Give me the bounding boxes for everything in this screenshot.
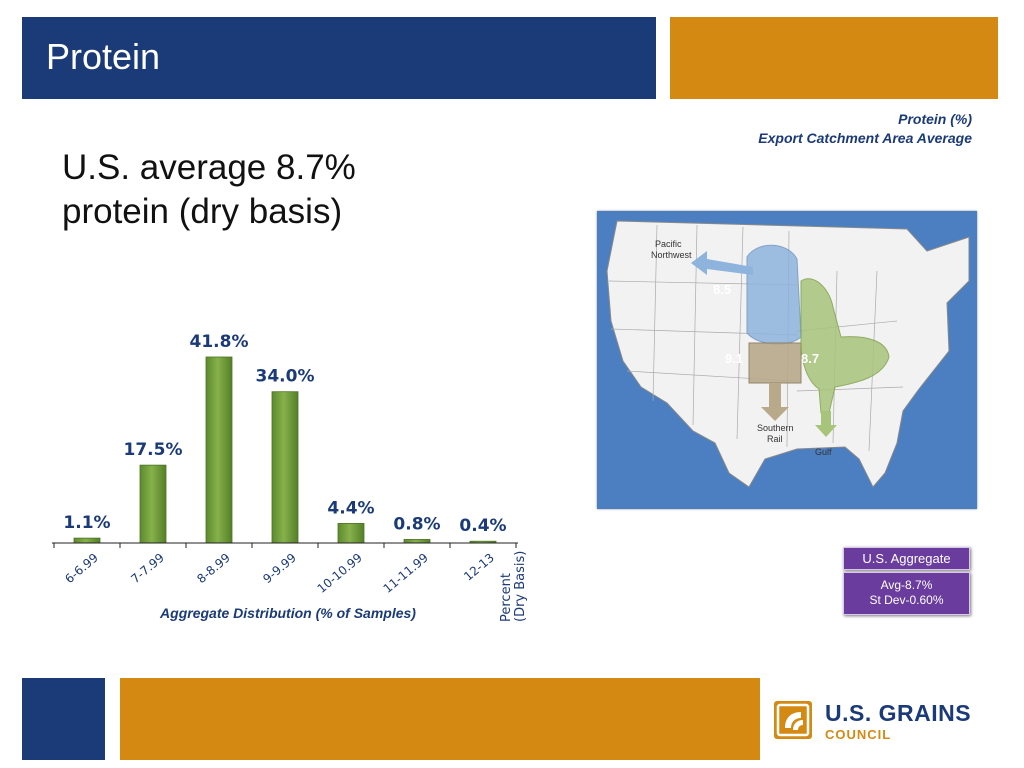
grains-council-logo-icon [774, 701, 812, 739]
value-label-11-11.99: 0.8% [393, 514, 440, 534]
value-label-12-13: 0.4% [459, 516, 506, 536]
x-axis-ticks: 6-6.99 7-7.99 8-8.99 9-9.99 10-10.99 11-11.99… [53, 543, 517, 596]
headline-line2: protein (dry basis) [62, 192, 343, 231]
bar-6-6.99 [73, 537, 101, 544]
bar-group: 1.1% 17.5% 41.8% 34.0% 4.4% 0.8% 0.4% [63, 332, 507, 544]
bottom-gold-bar [120, 678, 760, 760]
logo-text-sub: COUNCIL [825, 727, 892, 742]
tick-label-7-7.99: 7-7.99 [128, 551, 167, 587]
logo-text-main: U.S. GRAINS [825, 700, 972, 726]
tick-label-9-9.99: 9-9.99 [260, 551, 299, 587]
map-caption: Protein (%) Export Catchment Area Averag… [758, 110, 972, 148]
tick-label-8-8.99: 8-8.99 [194, 551, 233, 587]
headline-line1: U.S. average 8.7% [62, 148, 356, 187]
bottom-blue-block [22, 678, 105, 760]
gulf-catchment [800, 278, 890, 414]
bar-11-11.99 [403, 539, 431, 544]
aggregate-box: U.S. Aggregate Avg-8.7% St Dev-0.60% [843, 547, 970, 615]
value-label-8-8.99: 41.8% [190, 332, 249, 352]
aggregate-stats: Avg-8.7% St Dev-0.60% [843, 572, 970, 615]
map-caption-line1: Protein (%) [898, 111, 972, 127]
map-caption-line2: Export Catchment Area Average [758, 130, 972, 146]
bar-7-7.99 [139, 464, 167, 544]
rail-value: 9.1 [725, 351, 743, 366]
rail-label-line2: Rail [767, 434, 783, 444]
gulf-arrow [815, 411, 837, 437]
bar-9-9.99 [271, 391, 299, 544]
top-accent-bar [670, 17, 998, 99]
headline: U.S. average 8.7% protein (dry basis) [62, 146, 356, 234]
value-label-6-6.99: 1.1% [63, 513, 110, 533]
tick-label-6-6.99: 6-6.99 [62, 551, 101, 587]
pnw-arrow [691, 251, 753, 275]
us-catchment-map: Pacific Northwest 8.5 9.1 8.7 Southern R… [597, 211, 977, 509]
unit-label-line2: (Dry Basis) [513, 551, 528, 622]
tick-label-10-10.99: 10-10.99 [315, 551, 365, 596]
protein-distribution-chart: 1.1% 17.5% 41.8% 34.0% 4.4% 0.8% 0.4% 6-6.99 7-… [52, 332, 528, 622]
value-label-9-9.99: 34.0% [256, 367, 315, 387]
gulf-value: 8.7 [801, 351, 819, 366]
us-map-graphic: Pacific Northwest 8.5 9.1 8.7 Southern R… [606, 220, 970, 488]
aggregate-header: U.S. Aggregate [843, 547, 970, 570]
unit-label: Percent (Dry Basis) [499, 551, 528, 622]
slide-title: Protein [46, 36, 161, 77]
title-bar [22, 17, 656, 99]
rail-label-line1: Southern [757, 423, 794, 433]
gulf-label: Gulf [815, 447, 832, 457]
rail-arrow [761, 383, 789, 421]
rail-catchment [748, 342, 802, 384]
aggregate-average: Avg-8.7% [880, 578, 933, 592]
value-label-7-7.99: 17.5% [124, 440, 183, 460]
unit-label-line1: Percent [499, 573, 514, 622]
tick-label-11-11.99: 11-11.99 [381, 551, 431, 596]
pnw-value: 8.5 [713, 282, 731, 297]
bar-8-8.99 [205, 356, 233, 544]
tick-label-12-13: 12-13 [461, 551, 497, 584]
pnw-catchment [746, 244, 802, 345]
pnw-label-line1: Pacific [655, 239, 682, 249]
aggregate-stdev: St Dev-0.60% [869, 593, 944, 607]
bar-10-10.99 [337, 523, 365, 544]
x-axis-title: Aggregate Distribution (% of Samples) [159, 605, 416, 621]
pnw-label-line2: Northwest [651, 250, 692, 260]
value-label-10-10.99: 4.4% [327, 498, 374, 518]
